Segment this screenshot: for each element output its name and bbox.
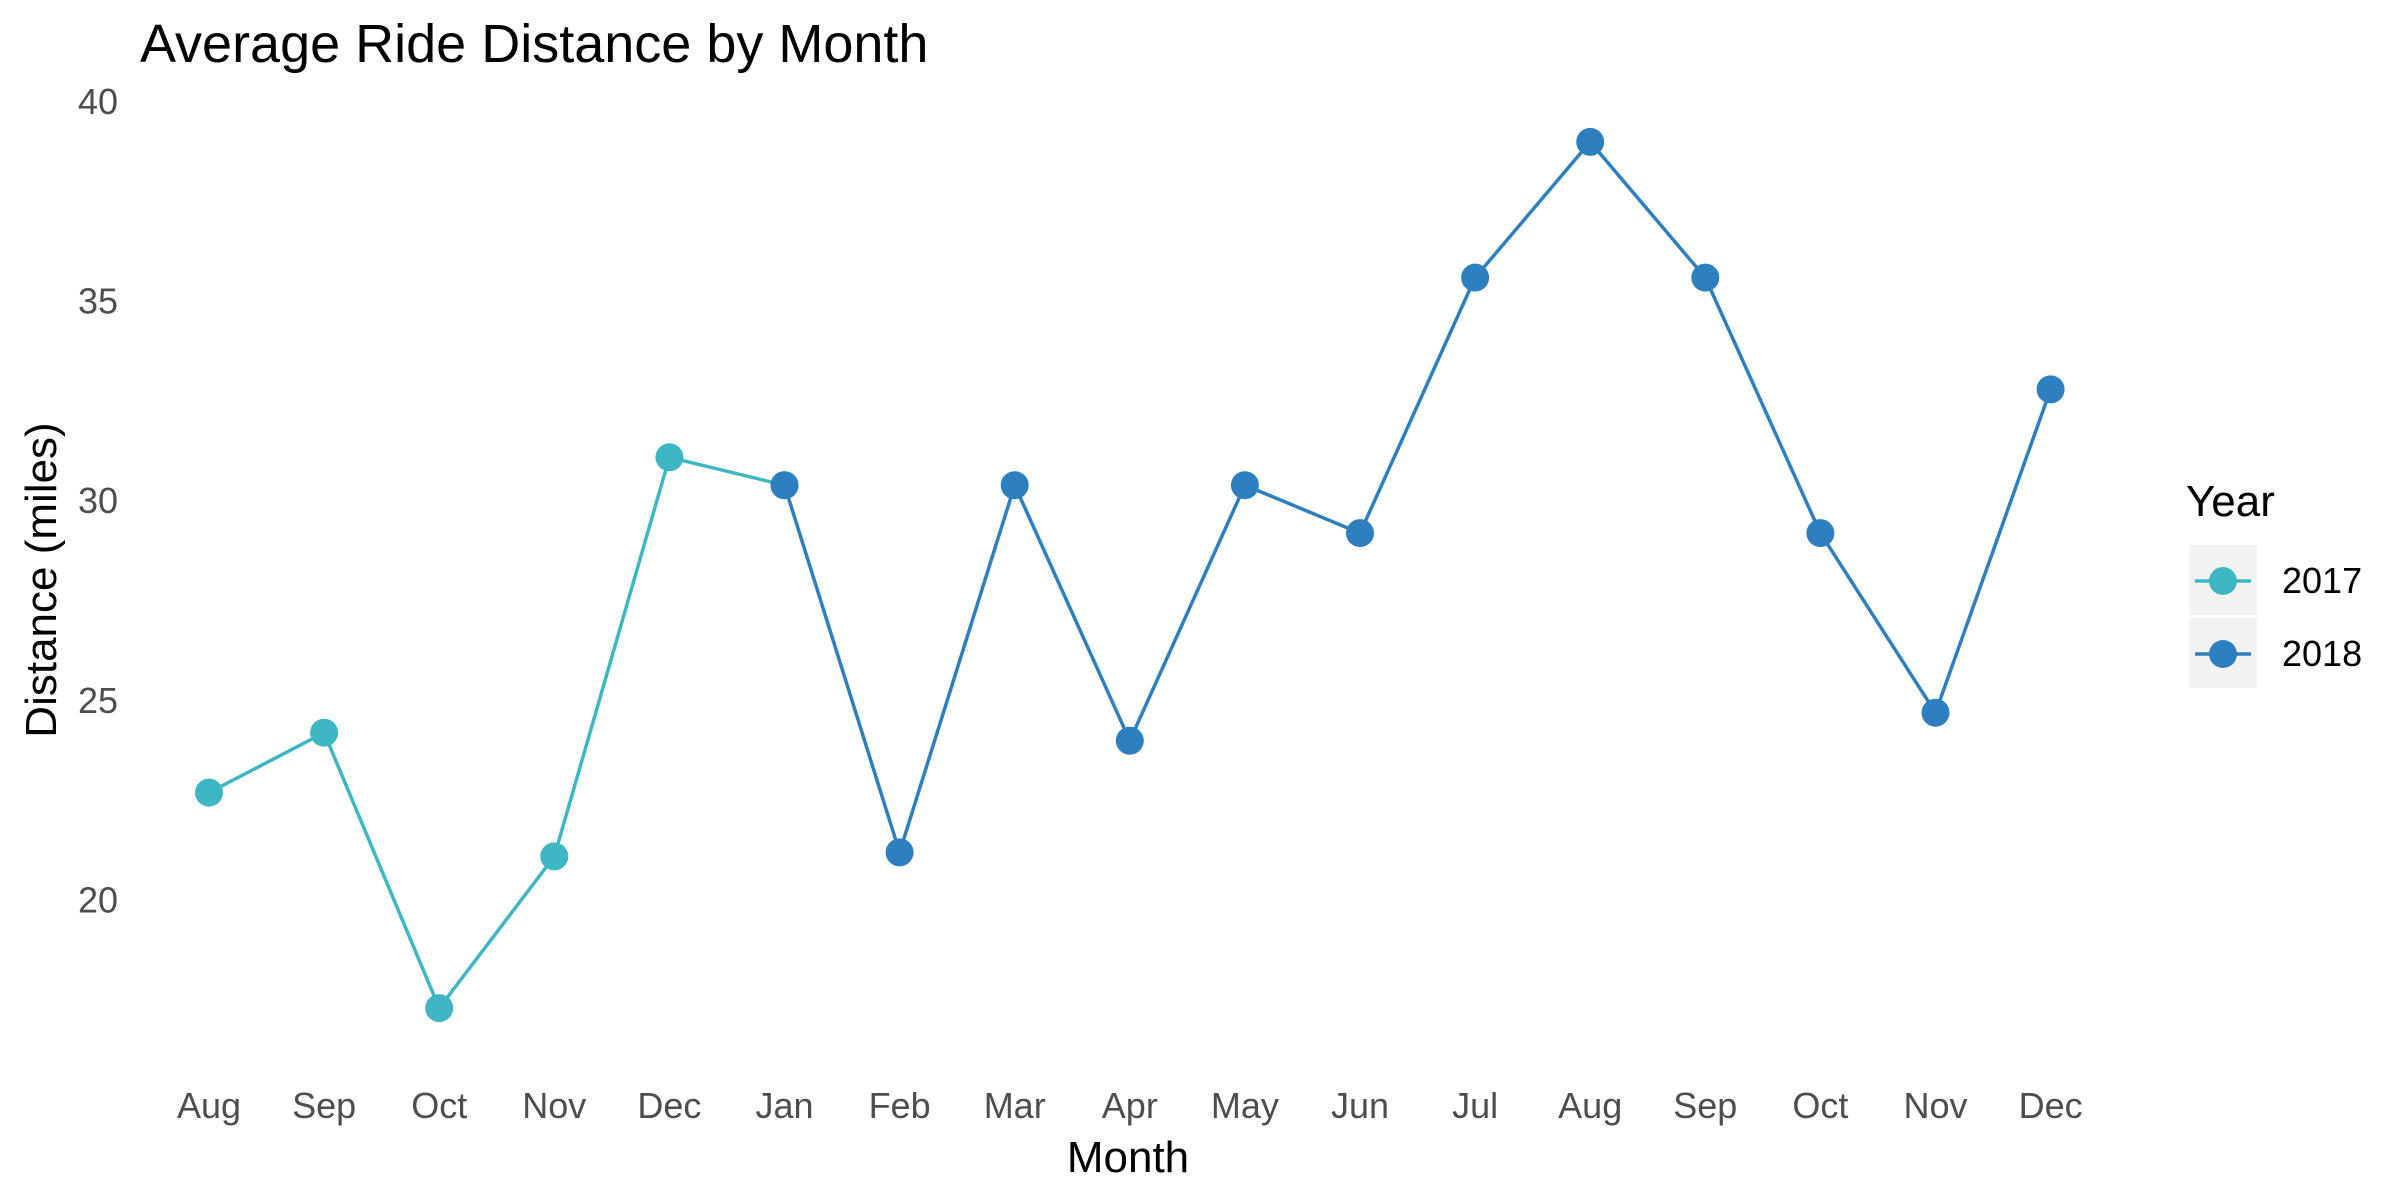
legend-label: 2017 xyxy=(2282,560,2362,601)
legend: Year 2017 2018 xyxy=(2186,477,2362,688)
x-tick-label: Jun xyxy=(1331,1085,1389,1126)
x-tick-label: Sep xyxy=(1673,1085,1737,1126)
series-points xyxy=(195,127,2065,1023)
data-point-2018[interactable] xyxy=(1691,263,1720,292)
data-point-2018[interactable] xyxy=(770,471,799,500)
data-point-2017[interactable] xyxy=(655,443,684,472)
chart-title: Average Ride Distance by Month xyxy=(140,14,928,74)
legend-items: 2017 2018 xyxy=(2189,545,2362,688)
y-axis-title: Distance (miles) xyxy=(17,422,66,737)
x-tick-label: Nov xyxy=(522,1085,586,1126)
legend-label: 2018 xyxy=(2282,633,2362,674)
x-tick-label: Mar xyxy=(984,1085,1046,1126)
legend-key-point xyxy=(2209,567,2237,595)
data-point-2017[interactable] xyxy=(540,842,569,871)
data-point-2018[interactable] xyxy=(1921,698,1950,727)
x-tick-label: Dec xyxy=(637,1085,701,1126)
x-tick-label: Dec xyxy=(2019,1085,2083,1126)
y-tick-label: 40 xyxy=(78,81,118,122)
data-point-2018[interactable] xyxy=(885,838,914,867)
data-point-2018[interactable] xyxy=(1806,519,1835,548)
data-point-2018[interactable] xyxy=(1576,127,1605,156)
x-tick-label: Feb xyxy=(869,1085,931,1126)
y-tick-label: 20 xyxy=(78,879,118,920)
data-point-2018[interactable] xyxy=(1230,471,1259,500)
y-tick-label: 35 xyxy=(78,281,118,322)
data-point-2018[interactable] xyxy=(1000,471,1029,500)
x-tick-label: Jul xyxy=(1452,1085,1498,1126)
data-point-2017[interactable] xyxy=(310,718,339,747)
x-tick-label: Apr xyxy=(1102,1085,1158,1126)
x-tick-label: Aug xyxy=(177,1085,241,1126)
y-tick-label: 30 xyxy=(78,480,118,521)
data-point-2018[interactable] xyxy=(1461,263,1490,292)
data-point-2017[interactable] xyxy=(195,778,223,807)
x-tick-label: Oct xyxy=(411,1085,467,1126)
x-axis-ticks: Aug Sep Oct Nov Dec Jan Feb Mar Apr May Jun Jul Aug S… xyxy=(177,1085,2083,1126)
series-line-2017 xyxy=(207,455,787,1010)
data-point-2018[interactable] xyxy=(2036,375,2065,404)
x-tick-label: Nov xyxy=(1903,1085,1967,1126)
data-point-2018[interactable] xyxy=(1346,519,1374,548)
x-tick-label: May xyxy=(1211,1085,1279,1126)
x-tick-label: Jan xyxy=(755,1085,813,1126)
y-axis-ticks: 20 25 30 35 40 xyxy=(78,81,118,920)
series-line-2018 xyxy=(782,140,2053,855)
series-lines xyxy=(207,140,2053,1010)
data-point-2017[interactable] xyxy=(425,994,454,1023)
legend-title: Year xyxy=(2186,477,2275,526)
x-tick-label: Oct xyxy=(1792,1085,1848,1126)
y-tick-label: 25 xyxy=(78,680,118,721)
x-tick-label: Aug xyxy=(1558,1085,1622,1126)
data-point-2018[interactable] xyxy=(1115,726,1144,755)
legend-key-point xyxy=(2209,640,2237,668)
x-tick-label: Sep xyxy=(292,1085,356,1126)
x-axis-title: Month xyxy=(1067,1133,1189,1182)
